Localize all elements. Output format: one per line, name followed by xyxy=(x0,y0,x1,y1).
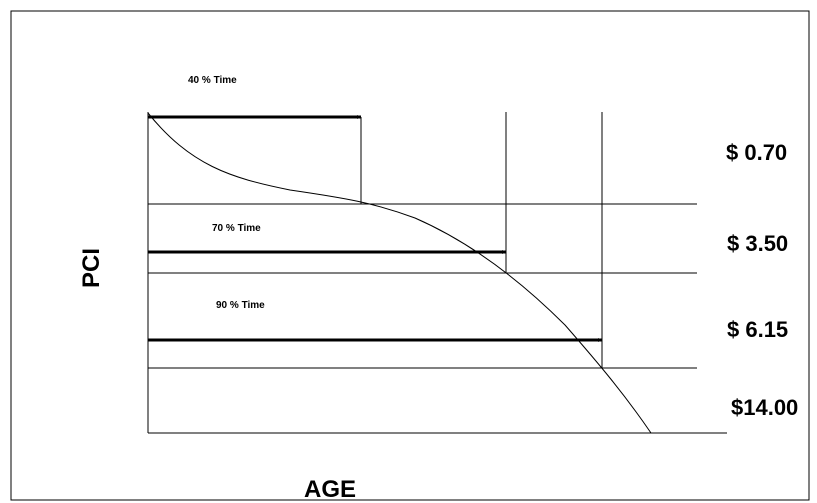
y-axis-label: PCI xyxy=(78,248,105,288)
x-axis-label: AGE xyxy=(304,476,356,503)
deterioration-curve xyxy=(147,112,652,434)
arrow-label-90: 90 % Time xyxy=(216,300,265,311)
arrow-label-70: 70 % Time xyxy=(212,223,261,234)
arrow-label-40: 40 % Time xyxy=(188,75,237,86)
cost-label-2: $ 3.50 xyxy=(727,231,788,256)
cost-label-1: $ 0.70 xyxy=(726,140,787,165)
cost-label-3: $ 6.15 xyxy=(727,317,788,342)
cost-label-4: $14.00 xyxy=(731,395,798,420)
outer-frame xyxy=(10,10,810,501)
